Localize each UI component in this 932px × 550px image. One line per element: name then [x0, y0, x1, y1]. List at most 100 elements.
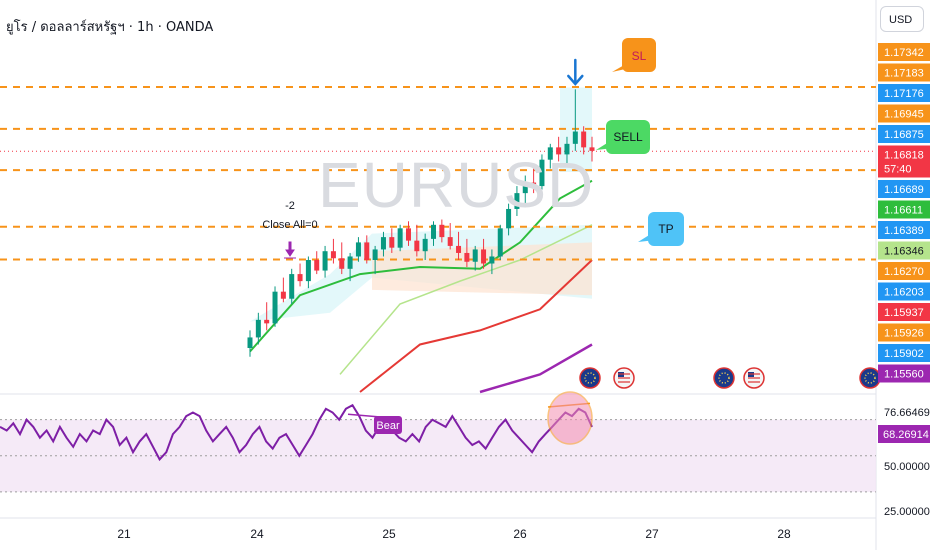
candle-body [506, 208, 512, 229]
candle-body [581, 131, 587, 148]
down-marker-icon [284, 241, 296, 259]
price-axis-label-bg [878, 180, 930, 198]
price-axis-label: 1.17342 [884, 47, 924, 59]
price-axis-label-bg [878, 221, 930, 239]
price-axis-label-bg [878, 125, 930, 143]
candle-body [247, 337, 253, 348]
sell-callout [606, 120, 650, 154]
eu-flag-stars [584, 372, 596, 384]
rsi-axis-label: 50.00000 [884, 461, 930, 473]
bear-label-bg [374, 416, 402, 434]
candle-body [389, 237, 395, 248]
candle-body [314, 260, 320, 271]
moving-average-line-1 [249, 179, 593, 353]
price-axis-label: 1.16203 [884, 287, 924, 299]
time-axis-label: 27 [645, 527, 659, 541]
currency-button[interactable]: USD [880, 6, 924, 32]
moving-average-line-3 [359, 259, 593, 393]
eu-flag-icon [713, 367, 735, 389]
candle-body [414, 240, 420, 252]
candle-body [589, 147, 595, 151]
price-axis-label: 1.17176 [884, 88, 924, 100]
price-axis-label-bg [878, 200, 930, 219]
candle-body [556, 147, 562, 155]
candle-body [481, 249, 487, 264]
eu-flag-stars [864, 372, 876, 384]
candle-body [522, 182, 528, 194]
price-axis-label: 1.16270 [884, 266, 924, 278]
rsi-current-value: 68.26914 [883, 429, 929, 441]
price-axis-label-bg [878, 145, 930, 178]
candle-body [339, 258, 345, 269]
candle-body [547, 147, 553, 160]
price-axis-label: 1.17183 [884, 68, 924, 80]
sl-callout [622, 38, 656, 72]
candle-body [405, 228, 411, 241]
candle-body [422, 238, 428, 252]
bear-label: Bear [376, 420, 400, 432]
price-axis-label-bg [878, 104, 930, 123]
rsi-current-bg [878, 425, 930, 443]
candle-body [297, 274, 303, 282]
candle-body [439, 224, 445, 238]
countdown-label: 57:40 [884, 164, 912, 176]
rsi-axis-label: 25.00000 [884, 506, 930, 518]
eu-flag-stars [718, 372, 730, 384]
candle-body [264, 319, 270, 324]
price-axis-label: 1.16611 [884, 205, 923, 217]
time-axis-label: 28 [777, 527, 791, 541]
tp-callout-text: TP [658, 222, 673, 236]
rsi-highlight-ellipse [547, 391, 593, 445]
candle-body [539, 159, 545, 187]
sell-callout-text: SELL [613, 130, 643, 144]
annotation-close-all: Close All=0 [262, 219, 317, 231]
tp-callout [648, 212, 684, 246]
price-axis-label: 1.15560 [884, 369, 924, 381]
candle-body [472, 249, 478, 262]
eu-flag-icon [859, 367, 881, 389]
price-axis-label: 1.16689 [884, 184, 924, 196]
candle-body [431, 224, 437, 239]
annotation-minus-two: -2 [285, 200, 295, 212]
price-axis-label: 1.16818 [884, 150, 924, 162]
candle-body [330, 251, 336, 259]
chart-title: ยูโร / ดอลลาร์สหรัฐฯ · 1h · OANDA [6, 20, 214, 35]
rsi-axis-label: 76.66469 [884, 407, 930, 419]
eu-flag-icon [579, 367, 601, 389]
price-axis-label: 1.15902 [884, 348, 924, 360]
price-axis-label: 1.16875 [884, 129, 924, 141]
price-axis-label-bg [878, 43, 930, 61]
candle-body [289, 274, 295, 299]
candle-body [272, 291, 278, 324]
candle-body [456, 245, 462, 253]
price-axis-label-bg [878, 84, 930, 102]
candle-body [305, 260, 311, 282]
candle-body [364, 242, 370, 260]
price-axis-label: 1.16945 [884, 109, 924, 121]
zone-fill [372, 242, 592, 296]
candle-body [572, 131, 578, 144]
rsi-line [0, 403, 593, 462]
price-axis-label-bg [878, 262, 930, 280]
time-axis-label: 25 [382, 527, 396, 541]
price-axis-label-bg [878, 63, 930, 82]
price-axis-label-bg [878, 282, 930, 301]
candle-body [372, 249, 378, 260]
candle-body [531, 182, 537, 187]
moving-average-line-2 [339, 224, 593, 375]
time-axis-label: 26 [513, 527, 527, 541]
price-axis-label-bg [878, 241, 930, 260]
arrow-down-icon [567, 58, 584, 86]
candle-body [489, 256, 495, 264]
time-axis-label: 21 [117, 527, 131, 541]
candle-body [514, 193, 520, 209]
price-axis-label-bg [878, 344, 930, 362]
candle-body [380, 237, 386, 250]
candle-body [497, 228, 503, 257]
sl-callout-text: SL [632, 49, 647, 63]
candle-body [447, 237, 453, 246]
price-axis-label: 1.15937 [884, 307, 924, 319]
candle-body [397, 228, 403, 248]
time-axis-label: 24 [250, 527, 264, 541]
symbol-watermark: EURUSD [318, 149, 595, 221]
